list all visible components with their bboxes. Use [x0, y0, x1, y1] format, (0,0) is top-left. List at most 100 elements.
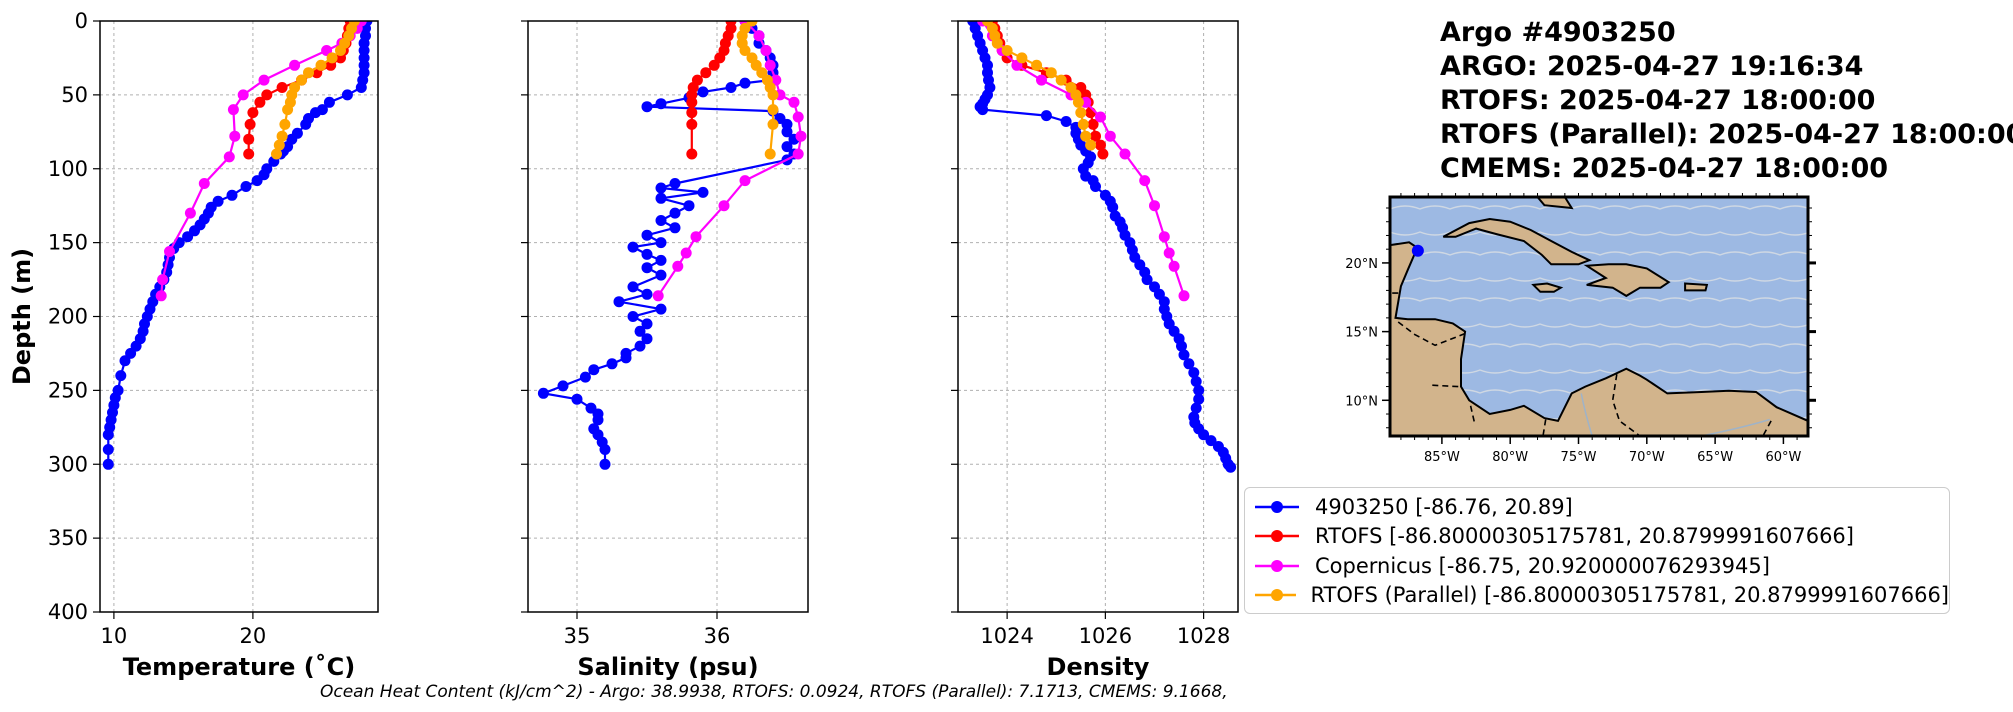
data-point-rtofs-1 [708, 59, 720, 71]
y-tick-label: 300 [48, 452, 88, 476]
data-point-argo-2 [1188, 367, 1200, 379]
data-point-argo-2 [1176, 340, 1187, 352]
y-axis-label: Depth (m) [8, 248, 36, 385]
data-point-argo-2 [977, 104, 989, 116]
data-point-argo-1 [641, 248, 653, 260]
data-point-argo-1 [781, 126, 793, 138]
data-point-argo-1 [697, 186, 709, 198]
data-point-argo-0 [102, 444, 114, 455]
data-point-parallel-0 [273, 139, 285, 151]
data-point-parallel-2 [1045, 67, 1057, 79]
data-point-copernicus-1 [718, 200, 730, 212]
data-point-copernicus-0 [155, 290, 167, 302]
data-point-parallel-0 [326, 52, 338, 64]
series-parallel-panel-2 [982, 21, 1097, 151]
data-point-rtofs-0 [247, 107, 259, 119]
y-tick-label: 0 [75, 9, 88, 33]
ocean-heat-content-footer: Ocean Heat Content (kJ/cm^2) - Argo: 38.… [320, 682, 1228, 702]
data-point-argo-2 [1090, 181, 1101, 192]
data-point-argo-1 [669, 178, 681, 189]
series-parallel-panel-0 [271, 21, 360, 160]
data-point-argo-0 [102, 458, 114, 470]
data-point-parallel-0 [303, 67, 314, 79]
data-point-argo-0 [119, 355, 131, 367]
x-axis-label: Temperature (˚C) [123, 653, 356, 681]
data-point-argo-2 [1190, 402, 1202, 414]
data-point-argo-2 [1107, 201, 1119, 213]
data-point-argo-1 [571, 393, 583, 405]
data-point-copernicus-1 [652, 290, 664, 302]
data-point-rtofs-0 [244, 118, 256, 130]
map-lon-label: 80°W [1492, 450, 1528, 465]
argo-float-marker [1411, 244, 1424, 257]
legend-marker-rtofs [1255, 530, 1299, 543]
data-point-argo-1 [641, 333, 653, 345]
data-point-argo-1 [781, 141, 793, 153]
data-point-argo-0 [226, 189, 238, 201]
header-line-rtofs-time: RTOFS: 2025-04-27 18:00:00 [1440, 85, 1876, 116]
land-jamaica [1531, 282, 1564, 293]
data-point-parallel-0 [282, 104, 294, 116]
data-point-copernicus-1 [690, 231, 702, 243]
x-axis-label: Density [1047, 653, 1150, 681]
data-point-rtofs-2 [1090, 130, 1101, 142]
country-border [1432, 384, 1459, 388]
data-point-argo-1 [557, 380, 569, 392]
data-point-copernicus-2 [1163, 247, 1175, 259]
country-border [1397, 321, 1467, 347]
data-point-rtofs-1 [686, 118, 698, 130]
data-point-rtofs-0 [243, 148, 255, 160]
series-argo-panel-2 [967, 21, 1237, 473]
legend-marker-argo [1255, 500, 1299, 513]
data-point-rtofs-0 [276, 82, 288, 93]
header-line-argo-time: ARGO: 2025-04-27 19:16:34 [1440, 51, 1864, 82]
legend-entry-parallel: RTOFS (Parallel) [-86.80000305175781, 20… [1253, 581, 1949, 611]
data-point-rtofs-0 [254, 96, 266, 108]
data-point-argo-2 [1193, 384, 1205, 396]
map-lat-label: 15°N [1345, 326, 1378, 341]
country-border [1762, 420, 1772, 436]
y-tick-label: 150 [48, 231, 88, 255]
header-line-parallel-time: RTOFS (Parallel): 2025-04-27 18:00:00 [1440, 119, 2013, 150]
data-point-parallel-0 [271, 148, 282, 160]
data-point-parallel-2 [1080, 130, 1092, 142]
profile-info-header: Argo #4903250 ARGO: 2025-04-27 19:16:34 … [1440, 16, 2013, 186]
data-point-argo-0 [300, 118, 312, 130]
data-point-parallel-1 [767, 104, 779, 116]
data-point-argo-2 [1205, 435, 1217, 447]
y-tick-label: 250 [48, 378, 88, 402]
map-lon-label: 85°W [1424, 450, 1460, 465]
data-point-copernicus-1 [795, 130, 807, 142]
y-tick-label: 350 [48, 526, 88, 550]
data-point-copernicus-0 [289, 59, 301, 71]
data-point-rtofs-1 [700, 67, 712, 79]
data-point-parallel-2 [1031, 59, 1043, 71]
data-point-argo-1 [655, 215, 667, 226]
country-border [1611, 374, 1641, 436]
series-line-copernicus-1 [657, 21, 803, 297]
x-tick-label: 1024 [980, 624, 1033, 648]
data-point-argo-0 [102, 429, 114, 441]
data-point-copernicus-1 [764, 59, 776, 71]
data-point-argo-0 [115, 370, 127, 382]
data-point-copernicus-1 [680, 247, 692, 259]
map-lat-label: 20°N [1345, 257, 1378, 272]
map-lat-label: 10°N [1345, 394, 1378, 409]
data-point-parallel-2 [1016, 52, 1028, 64]
header-line-argo-id: Argo #4903250 [1440, 17, 1676, 48]
legend-label-argo: 4903250 [-86.76, 20.89] [1315, 494, 1573, 519]
river [1701, 418, 1770, 436]
data-point-rtofs-0 [243, 133, 255, 145]
data-point-argo-1 [655, 269, 667, 281]
data-point-parallel-1 [767, 118, 779, 130]
data-point-copernicus-2 [1119, 148, 1131, 160]
legend-entry-rtofs: RTOFS [-86.80000305175781, 20.8799991607… [1253, 522, 1949, 552]
data-point-argo-0 [323, 96, 335, 108]
data-point-argo-1 [641, 318, 653, 330]
data-point-argo-2 [1060, 116, 1072, 127]
data-point-argo-0 [240, 181, 252, 192]
data-point-copernicus-2 [1036, 74, 1047, 86]
data-point-copernicus-1 [792, 111, 804, 123]
